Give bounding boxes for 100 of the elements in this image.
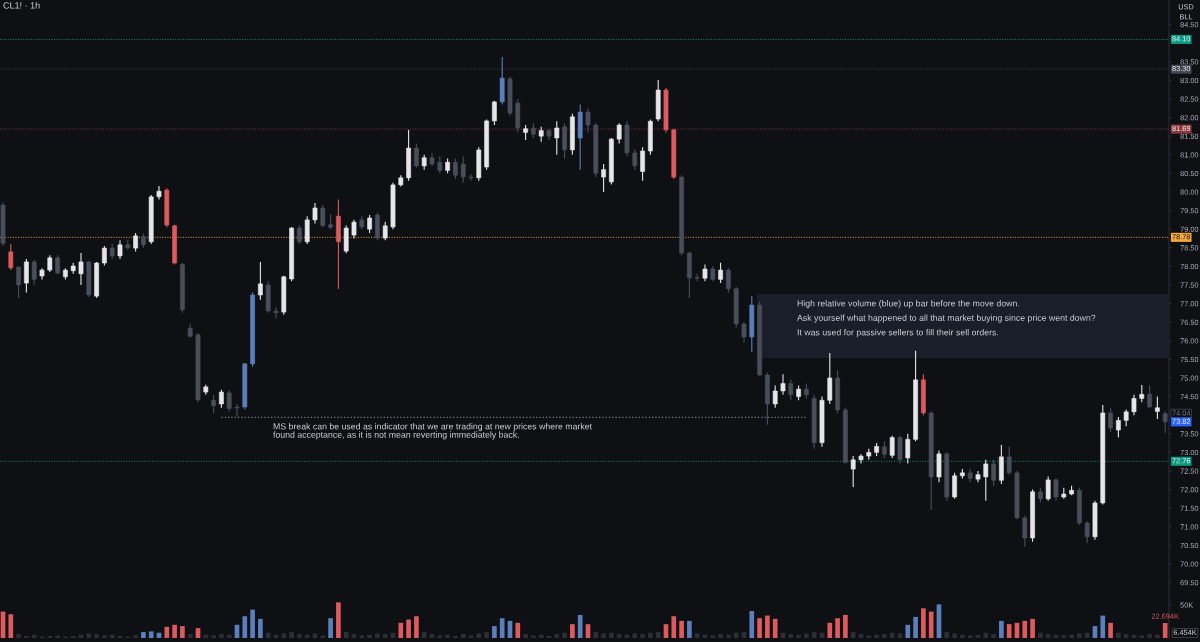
bar (1006, 624, 1012, 638)
candlestick (1154, 396, 1160, 420)
bar (913, 616, 918, 638)
candlestick (55, 254, 60, 276)
bar (148, 631, 154, 638)
bar (203, 634, 209, 638)
bar (616, 634, 622, 638)
bar (796, 634, 801, 638)
candlestick (297, 224, 302, 245)
bar (406, 619, 411, 638)
candlestick (718, 262, 723, 284)
candlestick (312, 202, 318, 225)
bar (460, 634, 466, 638)
bar (297, 634, 302, 638)
bar (109, 634, 115, 638)
candlestick (562, 122, 567, 160)
candlestick (936, 449, 942, 483)
bar (476, 633, 482, 638)
candlestick (414, 143, 419, 169)
bar (632, 633, 638, 638)
candlestick (16, 265, 21, 299)
candlestick (640, 146, 645, 182)
bar (8, 614, 14, 638)
candlestick (991, 459, 996, 487)
bar (320, 635, 326, 638)
bar (897, 633, 903, 638)
candlestick (117, 239, 123, 260)
candlestick (952, 472, 957, 500)
bar (265, 632, 271, 638)
candlestick (343, 224, 349, 254)
bar (827, 622, 833, 638)
bar (679, 620, 684, 638)
candlestick (601, 163, 606, 193)
candlestick (499, 56, 505, 106)
bar (1139, 635, 1145, 638)
candlestick (351, 219, 357, 240)
candlestick (1006, 446, 1012, 476)
bar (804, 633, 809, 638)
bar (16, 634, 21, 638)
candlestick (858, 453, 864, 465)
bar (445, 634, 450, 638)
bar (905, 624, 911, 638)
bar (242, 616, 248, 638)
bar (718, 634, 723, 638)
bar (1100, 615, 1106, 638)
candlestick (102, 245, 107, 267)
bar (952, 633, 957, 638)
bar (765, 615, 770, 638)
candlestick (827, 352, 833, 405)
bar (710, 635, 716, 638)
chart-title: CL1! · 1h (3, 2, 40, 9)
candlestick (1022, 515, 1028, 548)
bar (172, 624, 177, 638)
bar (874, 634, 879, 638)
bar (694, 633, 700, 638)
bar (289, 632, 294, 638)
bar (757, 618, 762, 638)
bar (928, 611, 934, 638)
bar (671, 616, 677, 638)
bar (164, 626, 170, 638)
bar (1061, 635, 1067, 638)
candlestick (554, 120, 560, 156)
bar (1077, 633, 1082, 638)
candlestick (31, 259, 37, 286)
candlestick (741, 321, 747, 344)
candlestick (1115, 416, 1121, 439)
bar (328, 618, 333, 638)
bar (843, 614, 848, 638)
bar (515, 622, 521, 638)
bar (1030, 618, 1035, 638)
bar (1123, 634, 1129, 638)
bar (336, 602, 341, 638)
bar (983, 632, 989, 638)
bar (180, 626, 185, 638)
candlestick (889, 435, 895, 459)
bar (577, 614, 583, 638)
bar (55, 635, 60, 638)
bar (359, 635, 365, 638)
bar (281, 633, 287, 638)
candlestick (999, 444, 1004, 485)
candlestick (585, 107, 591, 133)
bar (640, 634, 645, 638)
candlestick (382, 221, 388, 241)
candlestick (788, 379, 794, 401)
candlestick (1053, 477, 1059, 502)
bar (609, 632, 614, 638)
candlestick (1147, 384, 1152, 409)
bar (531, 635, 536, 638)
bar (1045, 634, 1051, 638)
bar (648, 632, 653, 638)
candlestick (133, 232, 138, 253)
bar (1108, 622, 1113, 638)
bar (304, 634, 310, 638)
bar (601, 633, 606, 638)
bar (772, 618, 778, 638)
candlestick (226, 390, 232, 412)
candlestick (897, 435, 903, 465)
bar (889, 632, 895, 638)
candlestick (258, 261, 263, 301)
candlestick (726, 267, 731, 293)
